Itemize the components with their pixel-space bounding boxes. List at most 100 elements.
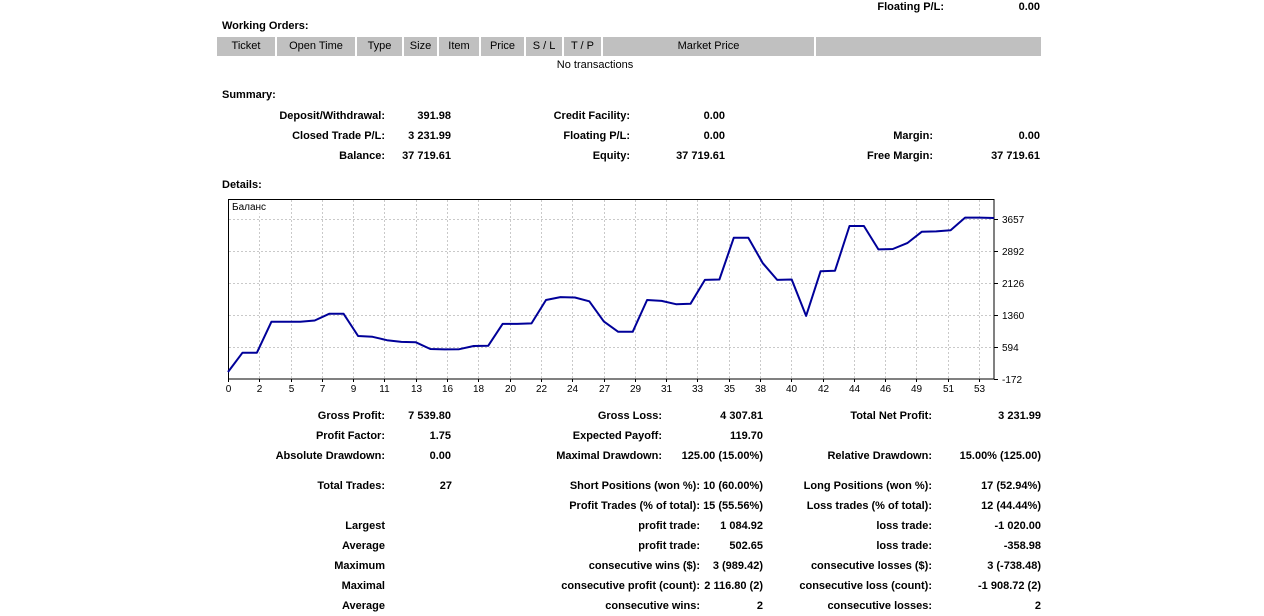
stat-label: Gross Profit: [317, 410, 385, 422]
stat-label: loss trade: [876, 520, 932, 532]
stat-label: consecutive losses: [827, 600, 932, 612]
x-axis-label: 2 [257, 384, 263, 395]
summary-table: Deposit/Withdrawal: 391.98 Credit Facility… [215, 106, 1040, 166]
stat-value: 391.98 [417, 110, 451, 122]
stat-value: 15 (55.56%) [703, 500, 763, 512]
details-title: Details: [222, 179, 262, 191]
stat-value: 4 307.81 [720, 410, 763, 422]
stat-value: 502.65 [729, 540, 763, 552]
stat-label: Total Net Profit: [850, 410, 932, 422]
stat-value: -1 020.00 [994, 520, 1041, 532]
stat-value: 0.00 [1018, 130, 1040, 142]
x-axis-label: 53 [974, 384, 986, 395]
x-axis-label: 18 [473, 384, 485, 395]
stat-value [385, 516, 452, 536]
stat-label: Total Trades: [317, 480, 385, 492]
stat-label: Maximal Drawdown: [556, 450, 662, 462]
stat-label: Gross Loss: [597, 410, 662, 422]
stat-label: profit trade: [638, 520, 700, 532]
column-header: Item [439, 37, 479, 56]
x-axis-label: 5 [289, 384, 295, 395]
x-axis-label: 20 [505, 384, 517, 395]
balance-chart: 3657 2892 2126 1360 594 -172 0 2 5 7 9 11 13 16 18 20 22… [226, 199, 1025, 395]
stat-label: Equity: [592, 150, 630, 162]
stat-value: 37 719.61 [676, 150, 725, 162]
stat-label [763, 426, 932, 446]
x-axis-label: 22 [536, 384, 548, 395]
y-axis-label: 3657 [1002, 215, 1025, 226]
stat-value: -358.98 [1003, 540, 1041, 552]
working-orders-title: Working Orders: [222, 20, 309, 32]
stat-label: Relative Drawdown: [827, 450, 932, 462]
stat-label: Credit Facility: [553, 110, 630, 122]
x-axis-label: 35 [724, 384, 736, 395]
stat-label: Profit Trades (% of total): [569, 500, 700, 512]
stat-value: 3 (-738.48) [987, 560, 1041, 572]
stat-value [933, 106, 1040, 126]
stat-value: -1 908.72 (2) [978, 580, 1041, 592]
x-axis-label: 38 [755, 384, 767, 395]
y-axis-label: 2126 [1002, 279, 1025, 290]
chart-legend: Баланс [232, 202, 266, 213]
stat-label [725, 106, 933, 126]
x-axis-label: 44 [849, 384, 861, 395]
stat-value: 2 116.80 (2) [704, 580, 763, 592]
stat-value: 1.75 [429, 430, 451, 442]
stat-label: Largest [345, 520, 385, 532]
stat-value: 3 (989.42) [712, 560, 763, 572]
statistics-section: Gross Profit: 7 539.80 Gross Loss: 4 307.81… [215, 406, 1041, 616]
x-axis-label: 9 [351, 384, 357, 395]
stat-label: Long Positions (won %): [803, 480, 932, 492]
stat-value: 1 084.92 [720, 520, 763, 532]
y-axis-label: -172 [1002, 375, 1022, 386]
y-axis-label: 594 [1002, 343, 1019, 354]
working-orders-empty-message: No transactions [556, 59, 634, 71]
stat-label: Margin: [893, 130, 933, 142]
column-header: Price [481, 37, 524, 56]
x-axis-label: 51 [943, 384, 955, 395]
stat-label: consecutive wins ($): [588, 560, 700, 572]
stat-label: Profit Factor: [315, 430, 385, 442]
floating-pl-label: Floating P/L: [877, 1, 944, 13]
stat-value [932, 426, 1041, 446]
stat-label: consecutive profit (count): [561, 580, 700, 592]
stat-value: 3 231.99 [998, 410, 1041, 422]
stat-value [385, 536, 452, 556]
column-header: T / P [564, 37, 601, 56]
stat-label: consecutive loss (count): [799, 580, 932, 592]
stat-label: profit trade: [638, 540, 700, 552]
column-header: Size [404, 37, 437, 56]
trade-stats-table: Total Trades: 27 Short Positions (won %): 1… [215, 476, 1041, 616]
x-axis-label: 24 [567, 384, 579, 395]
x-axis-label: 40 [786, 384, 798, 395]
y-axis-label: 1360 [1002, 311, 1025, 322]
stat-label: Free Margin: [866, 150, 933, 162]
stat-label: Maximum [334, 560, 385, 572]
x-axis-label: 27 [599, 384, 611, 395]
stat-value: 37 719.61 [402, 150, 451, 162]
x-axis-label: 7 [320, 384, 326, 395]
stat-label: consecutive wins: [605, 600, 700, 612]
stat-label: Absolute Drawdown: [275, 450, 385, 462]
stat-label: Balance: [339, 150, 385, 162]
stat-value [385, 496, 452, 516]
stat-value [385, 596, 452, 616]
stat-value: 7 539.80 [408, 410, 451, 422]
stat-value [385, 556, 452, 576]
profit-stats-table: Gross Profit: 7 539.80 Gross Loss: 4 307.81… [215, 406, 1041, 466]
stat-value: 10 (60.00%) [703, 480, 763, 492]
column-header: Type [357, 37, 402, 56]
stat-label: Loss trades (% of total): [806, 500, 932, 512]
x-axis-label: 42 [818, 384, 830, 395]
legend-bg [229, 200, 271, 214]
summary-title: Summary: [222, 89, 276, 101]
stat-value: 119.70 [729, 430, 763, 442]
x-axis-label: 33 [692, 384, 704, 395]
column-header: Market Price [603, 37, 814, 56]
stat-label: Floating P/L: [563, 130, 630, 142]
stat-label: Maximal [341, 580, 385, 592]
stat-value: 15.00% (125.00) [959, 450, 1041, 462]
stat-value: 27 [439, 480, 452, 492]
